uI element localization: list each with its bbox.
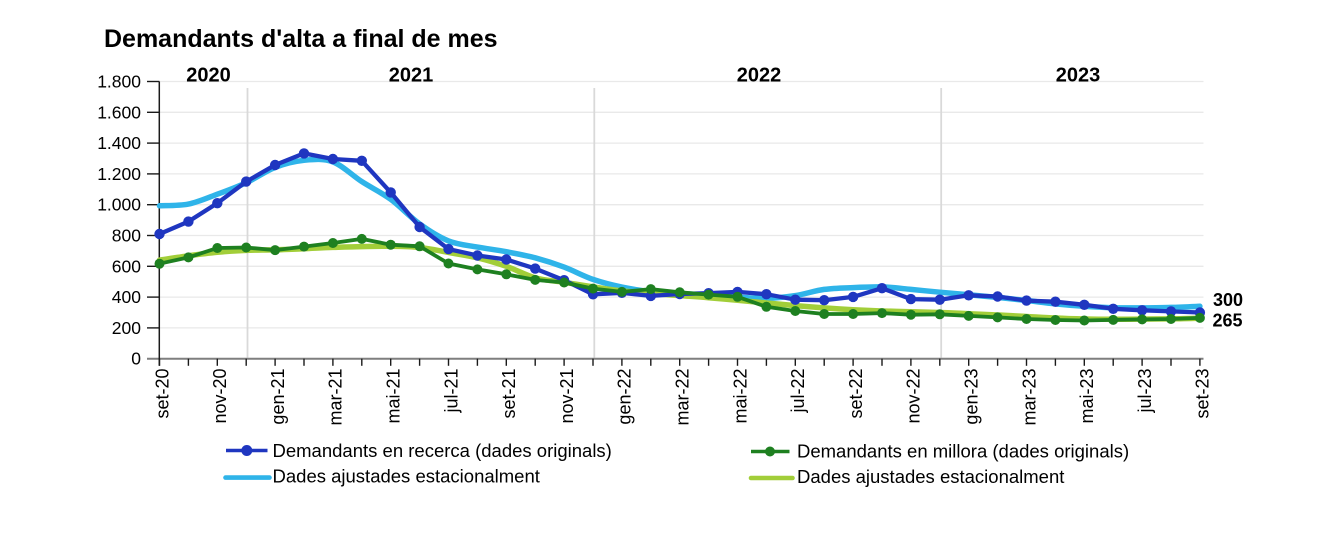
svg-text:mai-22: mai-22: [730, 369, 750, 424]
svg-text:Demandants d'alta a final de m: Demandants d'alta a final de mes: [104, 25, 498, 53]
svg-text:Dades ajustades estacionalment: Dades ajustades estacionalment: [797, 466, 1064, 487]
svg-text:400: 400: [112, 287, 141, 307]
svg-text:set-22: set-22: [846, 369, 866, 419]
svg-text:mar-22: mar-22: [673, 369, 693, 426]
svg-text:800: 800: [112, 226, 141, 246]
svg-text:mar-21: mar-21: [326, 369, 346, 426]
svg-text:set-20: set-20: [152, 369, 172, 419]
svg-text:Demandants en millora (dades o: Demandants en millora (dades originals): [797, 441, 1129, 462]
svg-text:jul-22: jul-22: [788, 369, 808, 414]
svg-text:mai-21: mai-21: [384, 369, 404, 424]
svg-text:200: 200: [112, 318, 141, 338]
svg-text:jul-21: jul-21: [441, 369, 461, 414]
svg-text:1.200: 1.200: [97, 164, 141, 184]
svg-text:gen-21: gen-21: [268, 369, 288, 425]
svg-text:nov-20: nov-20: [210, 369, 230, 424]
svg-text:jul-23: jul-23: [1135, 369, 1155, 414]
svg-text:set-23: set-23: [1193, 369, 1213, 419]
svg-text:mar-23: mar-23: [1019, 369, 1039, 426]
svg-text:gen-22: gen-22: [615, 369, 635, 425]
svg-text:nov-21: nov-21: [557, 369, 577, 424]
svg-text:2023: 2023: [1056, 65, 1101, 87]
svg-text:set-21: set-21: [499, 369, 519, 419]
svg-text:600: 600: [112, 256, 141, 276]
svg-text:1.800: 1.800: [97, 72, 141, 92]
svg-text:Dades ajustades estacionalment: Dades ajustades estacionalment: [273, 466, 540, 487]
svg-text:Demandants en recerca (dades o: Demandants en recerca (dades originals): [273, 440, 612, 461]
svg-text:300: 300: [1213, 290, 1243, 310]
svg-text:1.000: 1.000: [97, 195, 141, 215]
svg-text:2020: 2020: [186, 65, 231, 87]
svg-text:2022: 2022: [737, 65, 782, 87]
svg-text:0: 0: [131, 349, 141, 369]
svg-text:mai-23: mai-23: [1077, 369, 1097, 424]
svg-text:265: 265: [1212, 311, 1242, 331]
svg-text:1.400: 1.400: [97, 133, 141, 153]
svg-text:1.600: 1.600: [97, 102, 141, 122]
svg-text:nov-22: nov-22: [904, 369, 924, 424]
svg-text:2021: 2021: [389, 65, 434, 87]
svg-text:gen-23: gen-23: [962, 369, 982, 425]
